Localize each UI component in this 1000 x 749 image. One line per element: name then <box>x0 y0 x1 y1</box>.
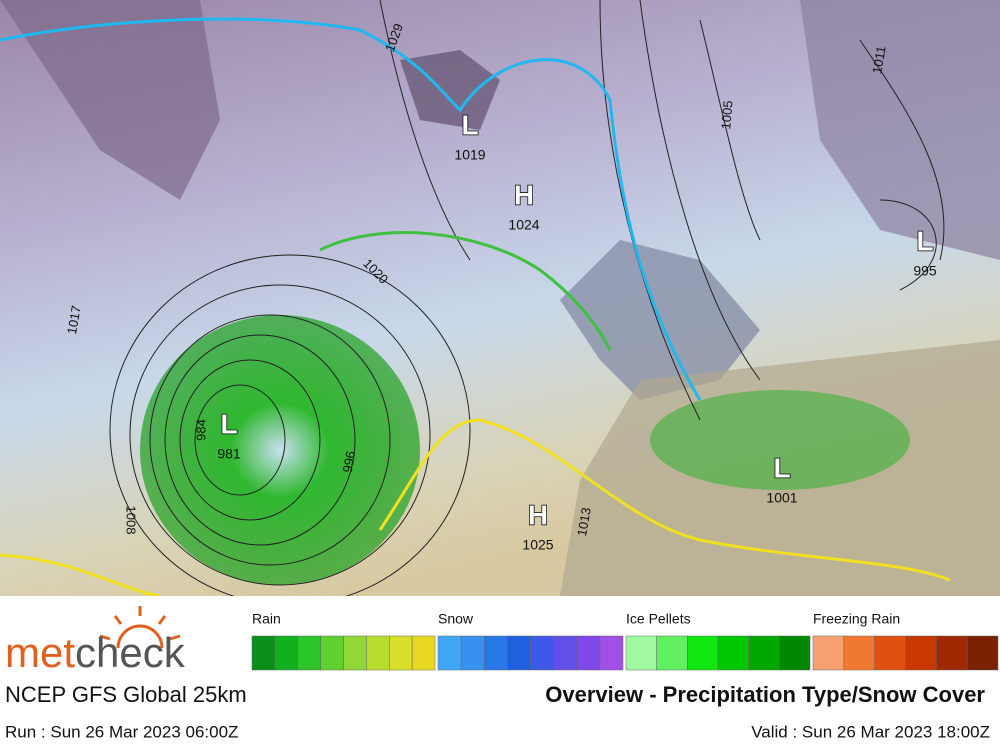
land-iceland <box>400 50 500 130</box>
isobar <box>179 359 321 521</box>
legend-label: Ice Pellets <box>626 611 691 627</box>
land-greenland <box>0 0 220 200</box>
isobar <box>129 284 431 586</box>
legend-swatch <box>843 635 875 671</box>
legend-swatch <box>966 635 999 671</box>
pressure-center-letter: H <box>528 499 548 530</box>
legend-swatch <box>251 635 276 671</box>
map-labels: L1019H1024L995L981H1025L1001102910201017… <box>64 21 937 552</box>
isobar <box>194 384 286 496</box>
legend-swatch <box>748 635 780 671</box>
brand-met: met <box>5 629 75 676</box>
legend-label: Snow <box>438 611 474 627</box>
legend-swatch <box>530 635 554 671</box>
legend-swatch <box>812 635 845 671</box>
pressure-center-letter: L <box>220 408 237 439</box>
legend-label: Rain <box>252 611 281 627</box>
sun-arc <box>116 624 164 649</box>
isobar-label: 1017 <box>64 304 84 335</box>
map-title: Overview - Precipitation Type/Snow Cover <box>545 682 985 707</box>
rain-area <box>650 390 910 490</box>
legend-label: Freezing Rain <box>813 611 900 627</box>
legend-swatch <box>297 635 321 671</box>
rain-area <box>140 315 420 585</box>
map: L1019H1024L995L981H1025L1001102910201017… <box>0 0 1000 596</box>
legend-swatch <box>389 635 413 671</box>
legend-swatch <box>460 635 485 671</box>
isobar <box>859 39 945 291</box>
front-dew <box>319 231 612 351</box>
legend-swatch <box>656 635 688 671</box>
pressure-center-value: 1024 <box>508 217 539 233</box>
footer: metcheck Rain Snow Ice Pellets Freezing Rai… <box>0 596 1000 749</box>
isobar <box>164 334 356 546</box>
isobar-label: 1011 <box>869 45 889 75</box>
legend-swatch <box>576 635 601 671</box>
legend-swatch <box>717 635 749 671</box>
front-0c <box>0 17 702 401</box>
sun-ray <box>113 615 123 625</box>
pressure-center-letter: L <box>916 225 933 256</box>
legend-swatch <box>905 635 937 671</box>
isobar-label: 1008 <box>124 506 139 535</box>
pressure-center-letter: H <box>514 179 534 210</box>
pressure-center-value: 1001 <box>766 490 797 506</box>
isobar <box>109 254 471 596</box>
legend-swatch <box>507 635 531 671</box>
legend-swatch <box>936 635 968 671</box>
pressure-center-value: 1025 <box>522 537 553 553</box>
legend-swatch <box>343 635 367 671</box>
isobar <box>149 314 391 566</box>
legend-swatch <box>553 635 577 671</box>
front-warm <box>0 418 951 596</box>
isobar-label: 996 <box>340 450 359 474</box>
legend-swatch <box>687 635 719 671</box>
legend-swatch <box>874 635 906 671</box>
footer-background <box>0 596 1000 749</box>
isobar-label: 984 <box>193 419 208 441</box>
brand-check: check <box>75 629 186 676</box>
model-name: NCEP GFS Global 25km <box>5 682 247 707</box>
legend-swatch <box>779 635 811 671</box>
valid-time: Valid : Sun 26 Mar 2023 18:00Z <box>751 722 990 741</box>
isobar-label: 1005 <box>718 100 735 130</box>
pressure-center-letter: L <box>461 109 478 140</box>
legend-swatch <box>599 635 624 671</box>
legend-swatch <box>320 635 344 671</box>
pressure-center-letter: L <box>773 452 790 483</box>
pressure-center-value: 995 <box>913 263 937 279</box>
legend-swatch <box>437 635 462 671</box>
legend-swatch <box>274 635 298 671</box>
pressure-center-value: 1019 <box>454 147 485 163</box>
sun-ray <box>99 634 111 641</box>
sun-ray <box>157 615 167 625</box>
pressure-center-value: 981 <box>217 446 241 462</box>
land-scandinavia <box>800 0 1000 260</box>
legend: Rain Snow Ice Pellets Freezing Rain <box>251 611 999 671</box>
legend-swatch <box>484 635 508 671</box>
brand: metcheck <box>5 629 186 676</box>
legend-swatch <box>625 635 657 671</box>
legend-swatch <box>411 635 436 671</box>
logo-sun <box>99 606 181 649</box>
isobar-label: 1013 <box>574 506 594 537</box>
legend-swatch <box>366 635 390 671</box>
run-time: Run : Sun 26 Mar 2023 06:00Z <box>5 722 238 741</box>
sun-ray <box>169 634 181 641</box>
